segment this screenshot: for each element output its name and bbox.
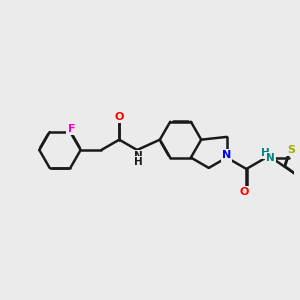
Text: O: O [240,187,249,197]
Text: F: F [68,124,75,134]
Text: H: H [261,148,269,158]
Text: S: S [287,145,296,154]
Text: H: H [134,157,142,167]
Text: N: N [266,153,274,163]
Text: N: N [222,151,231,160]
Text: N: N [134,151,142,161]
Text: O: O [115,112,124,122]
